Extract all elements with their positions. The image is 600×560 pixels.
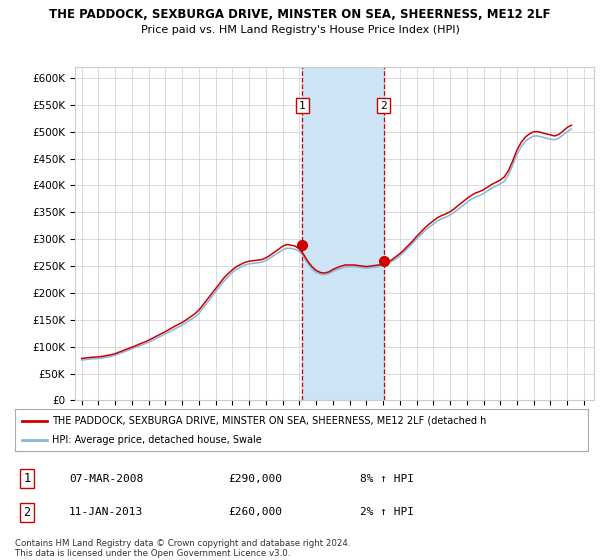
Text: £290,000: £290,000	[228, 474, 282, 484]
Text: 2: 2	[23, 506, 31, 519]
Text: THE PADDOCK, SEXBURGA DRIVE, MINSTER ON SEA, SHEERNESS, ME12 2LF: THE PADDOCK, SEXBURGA DRIVE, MINSTER ON …	[49, 8, 551, 21]
Text: Contains HM Land Registry data © Crown copyright and database right 2024.
This d: Contains HM Land Registry data © Crown c…	[15, 539, 350, 558]
Text: 1: 1	[299, 100, 306, 110]
Text: 11-JAN-2013: 11-JAN-2013	[69, 507, 143, 517]
Text: £260,000: £260,000	[228, 507, 282, 517]
Text: THE PADDOCK, SEXBURGA DRIVE, MINSTER ON SEA, SHEERNESS, ME12 2LF (detached h: THE PADDOCK, SEXBURGA DRIVE, MINSTER ON …	[52, 416, 487, 426]
Text: Price paid vs. HM Land Registry's House Price Index (HPI): Price paid vs. HM Land Registry's House …	[140, 25, 460, 35]
Text: HPI: Average price, detached house, Swale: HPI: Average price, detached house, Swal…	[52, 435, 262, 445]
Text: 8% ↑ HPI: 8% ↑ HPI	[360, 474, 414, 484]
Text: 2% ↑ HPI: 2% ↑ HPI	[360, 507, 414, 517]
Bar	[302, 67, 383, 400]
Text: 07-MAR-2008: 07-MAR-2008	[69, 474, 143, 484]
Text: 1: 1	[23, 472, 31, 486]
Text: 2: 2	[380, 100, 387, 110]
